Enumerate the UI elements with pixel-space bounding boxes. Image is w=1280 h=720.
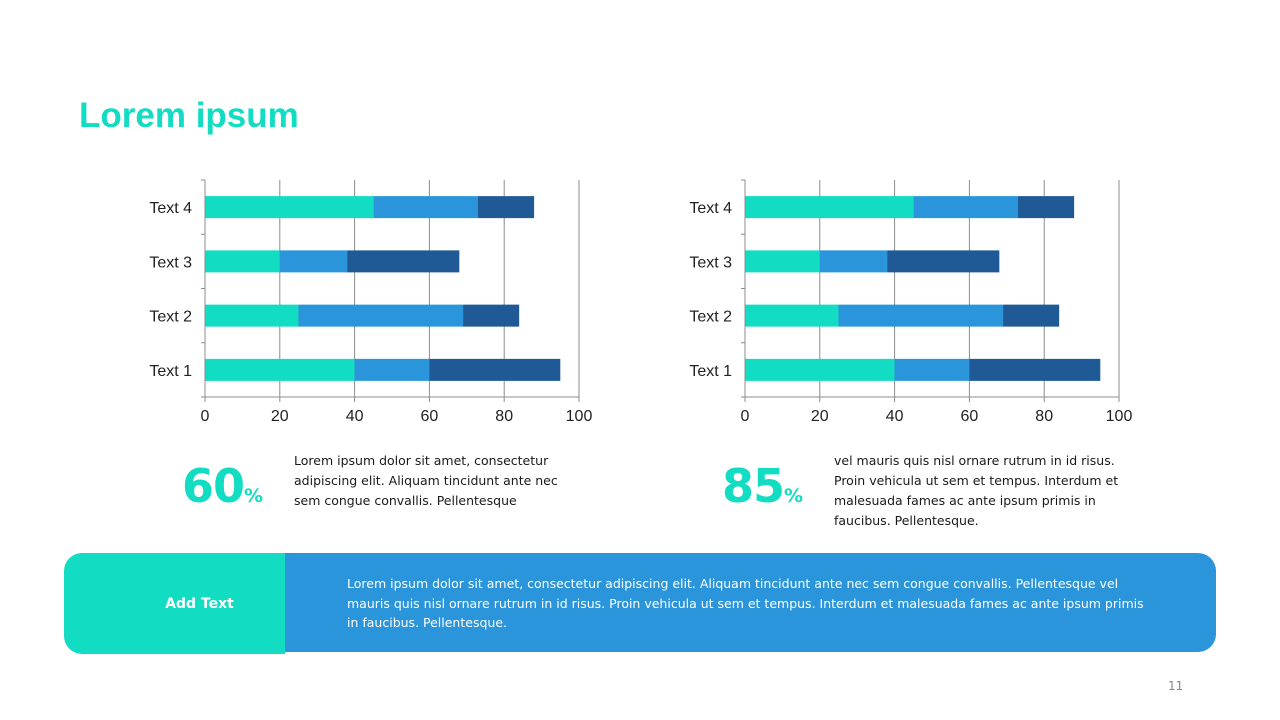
bar-segment-series-3 xyxy=(969,358,1101,381)
bar-segment-series-1 xyxy=(745,196,914,219)
bar-segment-series-3 xyxy=(1003,304,1060,327)
x-tick-label: 20 xyxy=(271,408,289,425)
category-label: Text 2 xyxy=(149,309,192,326)
category-label: Text 3 xyxy=(149,254,192,271)
bar-segment-series-3 xyxy=(429,358,561,381)
bar-segment-series-2 xyxy=(913,196,1019,219)
banner-label: Add Text xyxy=(165,595,234,612)
bar-segment-series-1 xyxy=(745,250,820,273)
x-tick-label: 40 xyxy=(346,408,364,425)
bar-segment-series-1 xyxy=(745,304,839,327)
slide-title: Lorem ipsum xyxy=(79,96,299,135)
bar-segment-series-2 xyxy=(838,304,1004,327)
bar-segment-series-2 xyxy=(354,358,430,381)
x-tick-label: 0 xyxy=(741,408,750,425)
category-label: Text 1 xyxy=(689,363,732,380)
chart-left-svg: 0 20 40 60 80 100 Text 1 Text 2 Text 3 Text 4 xyxy=(149,179,593,425)
x-tick-label: 60 xyxy=(961,408,979,425)
stacked-bar-chart-right: 0 20 40 60 80 100 Text 1 Text 2 Text 3 Text 4 xyxy=(670,175,1140,435)
bar-segment-series-1 xyxy=(205,250,280,273)
x-tick-label: 80 xyxy=(495,408,513,425)
bar-segment-series-1 xyxy=(205,358,355,381)
stat-description-left: Lorem ipsum dolor sit amet, consectetur … xyxy=(294,453,558,508)
x-tick-label: 100 xyxy=(566,408,593,425)
category-label: Text 1 xyxy=(149,363,192,380)
banner-label-box: Add Text xyxy=(64,553,285,654)
bar-segment-series-1 xyxy=(205,196,374,219)
banner-text-box: Lorem ipsum dolor sit amet, consectetur … xyxy=(285,553,1216,652)
bar-segment-series-2 xyxy=(819,250,888,273)
x-tick-label: 20 xyxy=(811,408,829,425)
stat-right: 85% xyxy=(722,459,803,513)
bar-segment-series-1 xyxy=(745,358,895,381)
category-label: Text 3 xyxy=(689,254,732,271)
x-tick-label: 60 xyxy=(421,408,439,425)
stat-value: 60 xyxy=(182,459,245,513)
stat-unit: % xyxy=(244,485,264,507)
stat-value: 85 xyxy=(722,459,785,513)
x-tick-label: 80 xyxy=(1035,408,1053,425)
category-label: Text 2 xyxy=(689,309,732,326)
stat-left: 60% xyxy=(182,459,263,513)
banner-text: Lorem ipsum dolor sit amet, consectetur … xyxy=(347,576,1144,630)
x-tick-label: 0 xyxy=(201,408,210,425)
stacked-bar-chart-left: 0 20 40 60 80 100 Text 1 Text 2 Text 3 Text 4 xyxy=(130,175,600,435)
bar-segment-series-1 xyxy=(205,304,299,327)
x-tick-label: 40 xyxy=(886,408,904,425)
page-number: 11 xyxy=(1168,679,1184,693)
category-label: Text 4 xyxy=(149,200,192,217)
bar-segment-series-2 xyxy=(298,304,464,327)
category-label: Text 4 xyxy=(689,200,732,217)
chart-right-svg: 0 20 40 60 80 100 Text 1 Text 2 Text 3 Text 4 xyxy=(689,179,1133,425)
x-tick-label: 100 xyxy=(1106,408,1133,425)
bar-segment-series-3 xyxy=(887,250,1000,273)
bar-segment-series-3 xyxy=(1018,196,1075,219)
bar-segment-series-2 xyxy=(894,358,970,381)
bar-segment-series-2 xyxy=(279,250,348,273)
bar-segment-series-3 xyxy=(463,304,520,327)
bar-segment-series-3 xyxy=(478,196,535,219)
bar-segment-series-2 xyxy=(373,196,479,219)
stat-description-right: vel mauris quis nisl ornare rutrum in id… xyxy=(834,453,1119,528)
bar-segment-series-3 xyxy=(347,250,460,273)
stat-unit: % xyxy=(784,485,804,507)
